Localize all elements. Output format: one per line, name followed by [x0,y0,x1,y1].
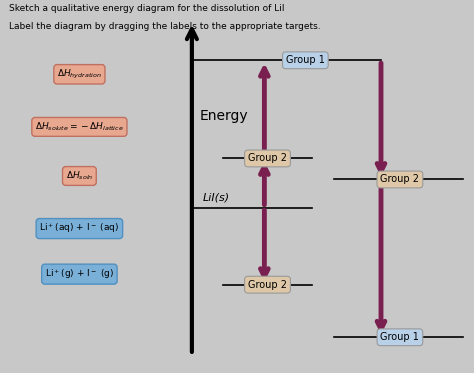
Text: Energy: Energy [200,109,248,123]
Text: Label the diagram by dragging the labels to the appropriate targets.: Label the diagram by dragging the labels… [9,22,321,31]
Text: $\Delta H_{solute} = -\Delta H_{lattice}$: $\Delta H_{solute} = -\Delta H_{lattice}… [35,120,124,133]
Text: Group 1: Group 1 [286,55,325,65]
Text: Sketch a qualitative energy diagram for the dissolution of LiI: Sketch a qualitative energy diagram for … [9,4,285,13]
Text: Group 2: Group 2 [381,175,419,185]
Text: LiI(s): LiI(s) [203,192,230,202]
Text: Group 1: Group 1 [381,332,419,342]
Text: $\Delta H_{hydration}$: $\Delta H_{hydration}$ [57,68,102,81]
Text: $\Delta H_{soln}$: $\Delta H_{soln}$ [66,170,93,182]
Text: Li$^+$(aq) + I$^-$ (aq): Li$^+$(aq) + I$^-$ (aq) [39,222,119,235]
Text: Group 2: Group 2 [248,280,287,290]
Text: Li$^+$(g) + I$^-$ (g): Li$^+$(g) + I$^-$ (g) [45,267,114,281]
Text: Group 2: Group 2 [248,153,287,163]
